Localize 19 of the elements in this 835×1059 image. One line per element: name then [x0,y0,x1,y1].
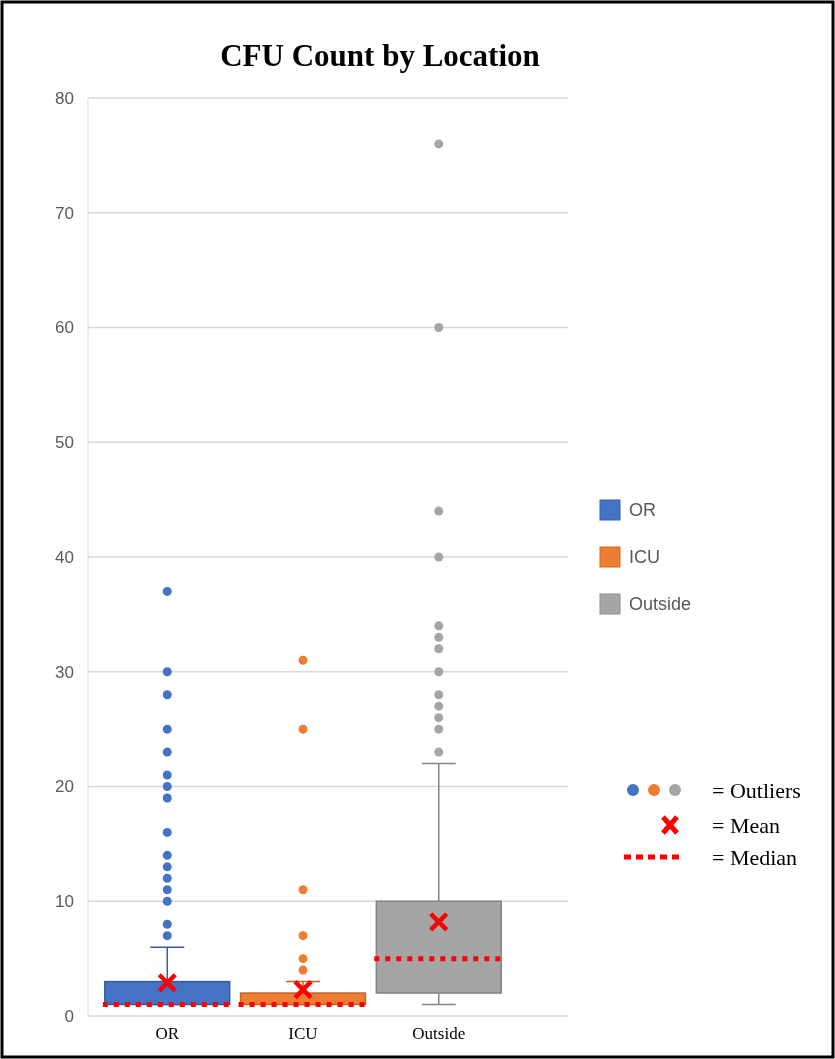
legend-label: Outside [629,594,692,615]
legend-label: OR [629,500,656,521]
x-tick-label: OR [155,1024,180,1043]
y-tick-label: 40 [55,547,74,567]
text: = Outliers [712,777,801,803]
y-tick-label: 80 [55,88,74,108]
text: = Mean [712,812,780,838]
y-tick-label: 70 [55,203,74,223]
y-tick-label: 20 [55,777,74,797]
text: = Median [712,844,798,870]
legend-label: ICU [629,547,660,568]
x-tick-label: Outside [412,1024,466,1043]
y-tick-label: 30 [55,662,74,682]
chart-title: CFU Count by Location [220,38,540,73]
y-tick-label: 50 [55,433,74,453]
y-tick-label: 60 [55,318,74,338]
y-tick-label: 0 [64,1006,74,1026]
x-tick-label: ICU [288,1024,318,1043]
y-tick-label: 10 [55,892,74,912]
